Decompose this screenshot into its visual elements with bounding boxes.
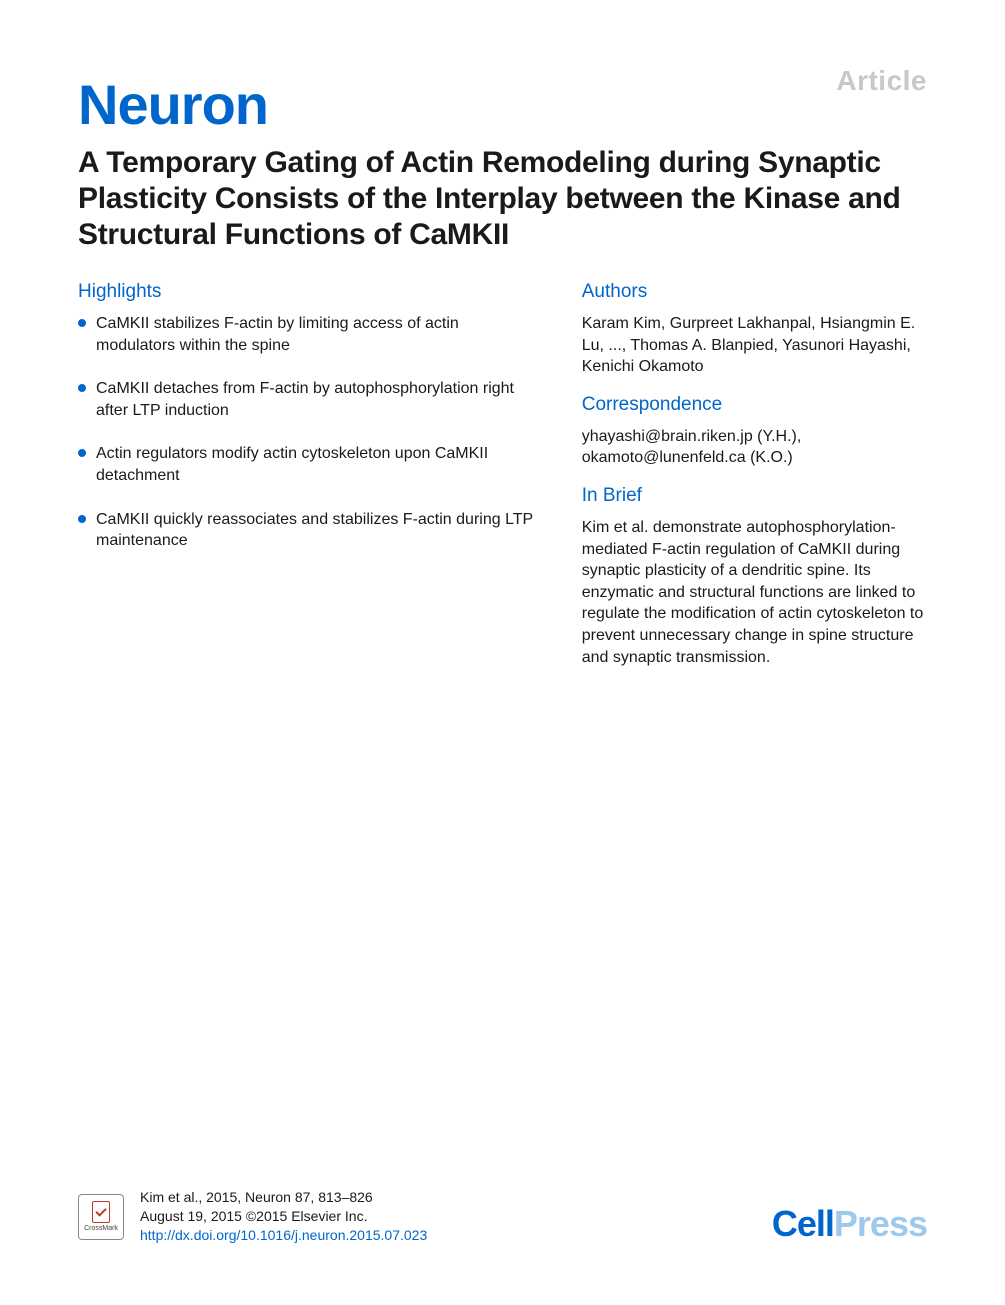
authors-heading: Authors bbox=[582, 281, 927, 303]
highlight-item: CaMKII quickly reassociates and stabiliz… bbox=[78, 509, 534, 552]
doi-link[interactable]: http://dx.doi.org/10.1016/j.neuron.2015.… bbox=[140, 1226, 427, 1245]
article-type-label: Article bbox=[836, 65, 927, 97]
in-brief-text: Kim et al. demonstrate autophosphorylati… bbox=[582, 517, 927, 668]
footer-left: CrossMark Kim et al., 2015, Neuron 87, 8… bbox=[78, 1188, 427, 1245]
crossmark-label: CrossMark bbox=[84, 1225, 118, 1232]
crossmark-badge[interactable]: CrossMark bbox=[78, 1194, 124, 1240]
correspondence-heading: Correspondence bbox=[582, 394, 927, 416]
publisher-logo-part2: Press bbox=[834, 1203, 927, 1244]
highlight-item: CaMKII detaches from F-actin by autophos… bbox=[78, 378, 534, 421]
authors-text: Karam Kim, Gurpreet Lakhanpal, Hsiangmin… bbox=[582, 313, 927, 378]
left-column: Highlights CaMKII stabilizes F-actin by … bbox=[78, 277, 534, 668]
citation-line: August 19, 2015 ©2015 Elsevier Inc. bbox=[140, 1207, 427, 1226]
citation-block: Kim et al., 2015, Neuron 87, 813–826 Aug… bbox=[140, 1188, 427, 1245]
highlight-item: CaMKII stabilizes F-actin by limiting ac… bbox=[78, 313, 534, 356]
highlights-heading: Highlights bbox=[78, 281, 534, 303]
correspondence-text: yhayashi@brain.riken.jp (Y.H.), okamoto@… bbox=[582, 426, 927, 469]
citation-line: Kim et al., 2015, Neuron 87, 813–826 bbox=[140, 1188, 427, 1207]
journal-logo: Neuron bbox=[78, 72, 927, 137]
right-column: Authors Karam Kim, Gurpreet Lakhanpal, H… bbox=[582, 277, 927, 668]
page-footer: CrossMark Kim et al., 2015, Neuron 87, 8… bbox=[78, 1188, 927, 1245]
crossmark-icon bbox=[92, 1201, 110, 1223]
article-title: A Temporary Gating of Actin Remodeling d… bbox=[78, 145, 927, 253]
publisher-logo-part1: Cell bbox=[772, 1203, 834, 1244]
content-columns: Highlights CaMKII stabilizes F-actin by … bbox=[78, 277, 927, 668]
publisher-logo: CellPress bbox=[772, 1203, 927, 1245]
highlight-item: Actin regulators modify actin cytoskelet… bbox=[78, 443, 534, 486]
highlights-list: CaMKII stabilizes F-actin by limiting ac… bbox=[78, 313, 534, 552]
in-brief-heading: In Brief bbox=[582, 485, 927, 507]
